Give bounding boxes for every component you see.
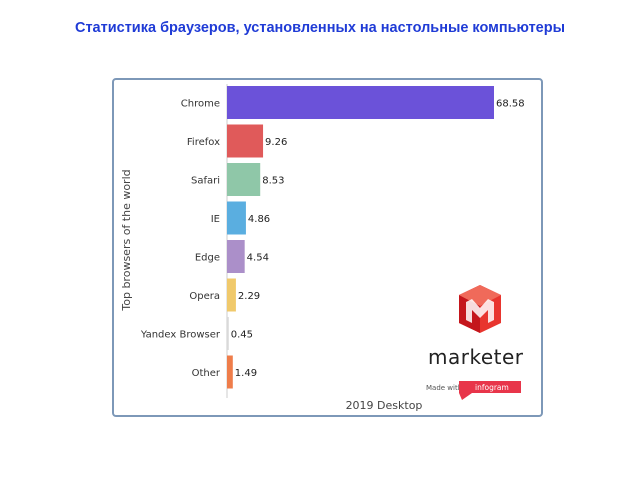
category-label: Yandex Browser bbox=[140, 330, 221, 341]
bar-edge[interactable] bbox=[227, 240, 245, 273]
bar-chrome[interactable] bbox=[227, 86, 494, 119]
infogram-badge-tail bbox=[459, 393, 472, 400]
category-label: Safari bbox=[191, 176, 220, 187]
bars-group: Chrome 68.58 Firefox 9.26 Safari 8.53 IE 4.86 Ed… bbox=[140, 86, 525, 389]
y-axis-label: Top browsers of the world bbox=[120, 169, 133, 311]
page-title: Статистика браузеров, установленных на н… bbox=[74, 20, 565, 36]
bar-other[interactable] bbox=[227, 355, 233, 389]
category-label: IE bbox=[211, 214, 220, 225]
bar-ie[interactable] bbox=[227, 201, 246, 235]
infogram-badge-bg bbox=[459, 381, 521, 393]
value-label: 4.54 bbox=[247, 253, 269, 264]
marketer-logo-text: marketer bbox=[428, 345, 524, 369]
bar-chart: Top browsers of the world Chrome 68.58 Fir… bbox=[120, 84, 525, 412]
infogram-label: infogram bbox=[475, 383, 509, 392]
bar-safari[interactable] bbox=[227, 163, 261, 196]
value-label: 1.49 bbox=[235, 368, 257, 379]
category-label: Opera bbox=[189, 291, 220, 302]
bar-yandex-browser[interactable] bbox=[227, 317, 229, 350]
value-label: 9.26 bbox=[265, 137, 287, 148]
marketer-logo bbox=[459, 285, 501, 333]
bar-firefox[interactable] bbox=[227, 124, 264, 158]
category-label: Other bbox=[192, 368, 221, 379]
infogram-badge[interactable]: infogram bbox=[459, 381, 521, 400]
category-label: Edge bbox=[195, 253, 220, 264]
x-axis-label: 2019 Desktop bbox=[346, 399, 423, 412]
value-label: 2.29 bbox=[238, 291, 260, 302]
chart-frame: Top browsers of the world Chrome 68.58 Fir… bbox=[112, 78, 543, 417]
bar-opera[interactable] bbox=[227, 278, 236, 312]
value-label: 68.58 bbox=[496, 99, 525, 110]
value-label: 0.45 bbox=[231, 330, 253, 341]
value-label: 8.53 bbox=[262, 176, 284, 187]
value-label: 4.86 bbox=[248, 214, 270, 225]
category-label: Firefox bbox=[187, 137, 220, 148]
made-with-text: Made with bbox=[426, 384, 462, 392]
category-label: Chrome bbox=[181, 99, 220, 110]
